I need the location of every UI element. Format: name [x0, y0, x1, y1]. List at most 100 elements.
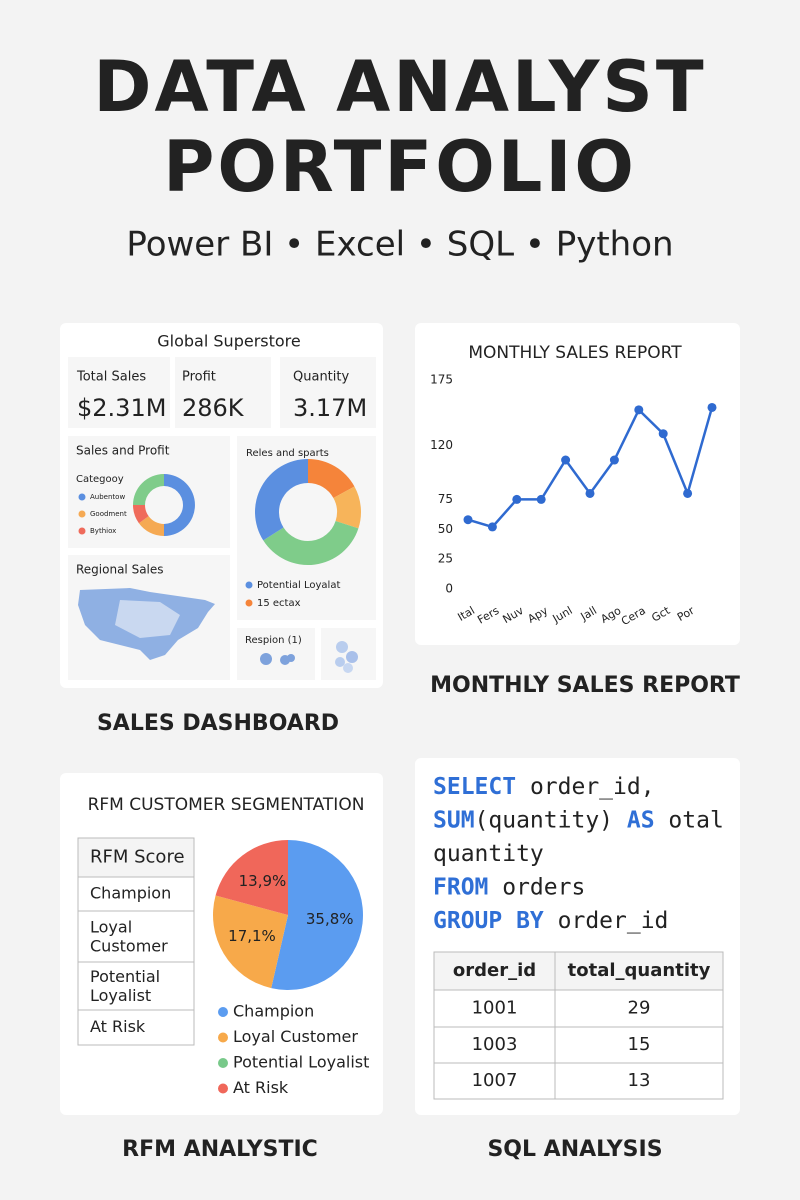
code-keyword: GROUP BY: [433, 908, 544, 934]
table-cell: [77, 910, 195, 963]
panel-title: Sales and Profit: [76, 444, 170, 458]
table-cell: [77, 1009, 195, 1046]
table-cell: [77, 876, 195, 912]
legend-label: Potential Loyalat: [257, 580, 340, 591]
data-label: 35,8%: [306, 910, 354, 928]
y-tick-label: 120: [430, 438, 453, 452]
panel: [68, 357, 170, 428]
monthly-card: [415, 323, 740, 645]
legend-label: Bythiox: [90, 527, 116, 535]
table-cell-text: 29: [628, 998, 651, 1019]
line-point: [683, 488, 693, 498]
word: Loyal: [90, 917, 132, 936]
code-text: otal: [655, 807, 724, 833]
legend-dot: [218, 1058, 228, 1068]
dot: [346, 651, 358, 663]
line-point: [585, 488, 595, 498]
data-label: 17,1%: [228, 927, 276, 945]
table-cell-text: Potential Loyalist: [90, 967, 160, 1005]
code-text: quantity: [433, 841, 544, 867]
y-tick-label: 50: [438, 522, 453, 536]
legend-dot: [245, 599, 253, 607]
table-cell-text: 13: [628, 1070, 651, 1091]
caption: SALES DASHBOARD: [97, 711, 339, 736]
code-line: quantity: [433, 841, 544, 867]
legend-label: Potential Loyalist: [233, 1053, 369, 1072]
dashboard-title: Global Superstore: [157, 332, 300, 351]
code-line: SELECT order_id,: [433, 774, 655, 800]
donut-slice: [138, 516, 164, 536]
code-text: (quantity): [475, 807, 627, 833]
table-cell-text: RFM Score: [90, 847, 185, 868]
dot: [336, 641, 348, 653]
respion-dots: [260, 641, 358, 673]
donut-slice: [255, 459, 308, 541]
caption: MONTHLY SALES REPORT: [430, 673, 740, 698]
kpi-label: Quantity: [293, 370, 349, 385]
panel: [175, 357, 271, 428]
data-label: 13,9%: [239, 872, 287, 890]
donut-slice: [308, 459, 355, 499]
y-tick-label: 25: [438, 552, 453, 566]
dot: [343, 663, 353, 673]
line-point: [634, 405, 644, 415]
legend-dot: [218, 1083, 228, 1094]
code-keyword: SELECT: [433, 774, 516, 800]
line-point: [609, 455, 619, 465]
table-cell-text: At Risk: [90, 1017, 146, 1036]
kpi-value: 286K: [182, 394, 245, 422]
legend-label: Loyal Customer: [233, 1027, 358, 1046]
legend-label: Goodment: [90, 510, 127, 518]
chart-title: MONTHLY SALES REPORT: [468, 343, 682, 363]
legend-dot: [245, 581, 253, 589]
table-cell: [433, 1062, 556, 1100]
pie-slice: [213, 895, 288, 989]
code-keyword: FROM: [433, 874, 488, 900]
code-line: GROUP BY order_id: [433, 908, 668, 934]
table-cell: [554, 1026, 724, 1064]
y-tick-label: 175: [430, 373, 453, 387]
caption: RFM ANALYSTIC: [122, 1137, 318, 1162]
legend-label: Aubentow: [90, 493, 125, 501]
donut-slice: [164, 474, 195, 536]
table-cell-text: Loyal Customer: [90, 917, 168, 955]
dot: [287, 654, 295, 662]
panel: [280, 357, 376, 428]
legend-label: Champion: [233, 1002, 314, 1021]
code-line: SUM(quantity) AS otal: [433, 807, 724, 833]
y-tick-label: 75: [438, 492, 453, 506]
legend-dot: [218, 1007, 228, 1017]
panel-title: RFM CUSTOMER SEGMENTATION: [88, 795, 365, 815]
line-point: [707, 402, 717, 412]
code-keyword: SUM: [433, 807, 475, 833]
kpi-label: Profit: [182, 370, 216, 385]
map-region: [115, 600, 180, 638]
word: Customer: [90, 936, 168, 955]
legend-label: At Risk: [233, 1078, 289, 1097]
title: DATA ANALYST: [93, 46, 706, 128]
donut-slice: [263, 520, 359, 566]
code-keyword: AS: [627, 807, 655, 833]
panel-title: Regional Sales: [76, 563, 164, 577]
caption: SQL ANALYSIS: [487, 1137, 662, 1162]
legend-label: 15 ectax: [257, 598, 301, 609]
word: Loyalist: [90, 986, 151, 1005]
code-text: order_id: [544, 908, 669, 934]
panel: [237, 628, 315, 680]
panel-title: Respion (1): [245, 635, 302, 646]
table-cell-text: Champion: [90, 884, 171, 903]
subtitle: Power BI • Excel • SQL • Python: [126, 225, 673, 265]
dot: [260, 653, 272, 665]
table-cell-text: 1001: [472, 998, 518, 1019]
donut-slice: [333, 486, 361, 529]
word: Potential: [90, 967, 160, 986]
line-point: [512, 494, 522, 504]
table-cell: [77, 961, 195, 1011]
table-header-text: order_id: [453, 960, 536, 981]
line-point: [463, 515, 473, 525]
table-cell-text: 1003: [472, 1034, 518, 1055]
panel-title: Reles and sparts: [246, 448, 329, 459]
donut-slice: [133, 505, 149, 524]
